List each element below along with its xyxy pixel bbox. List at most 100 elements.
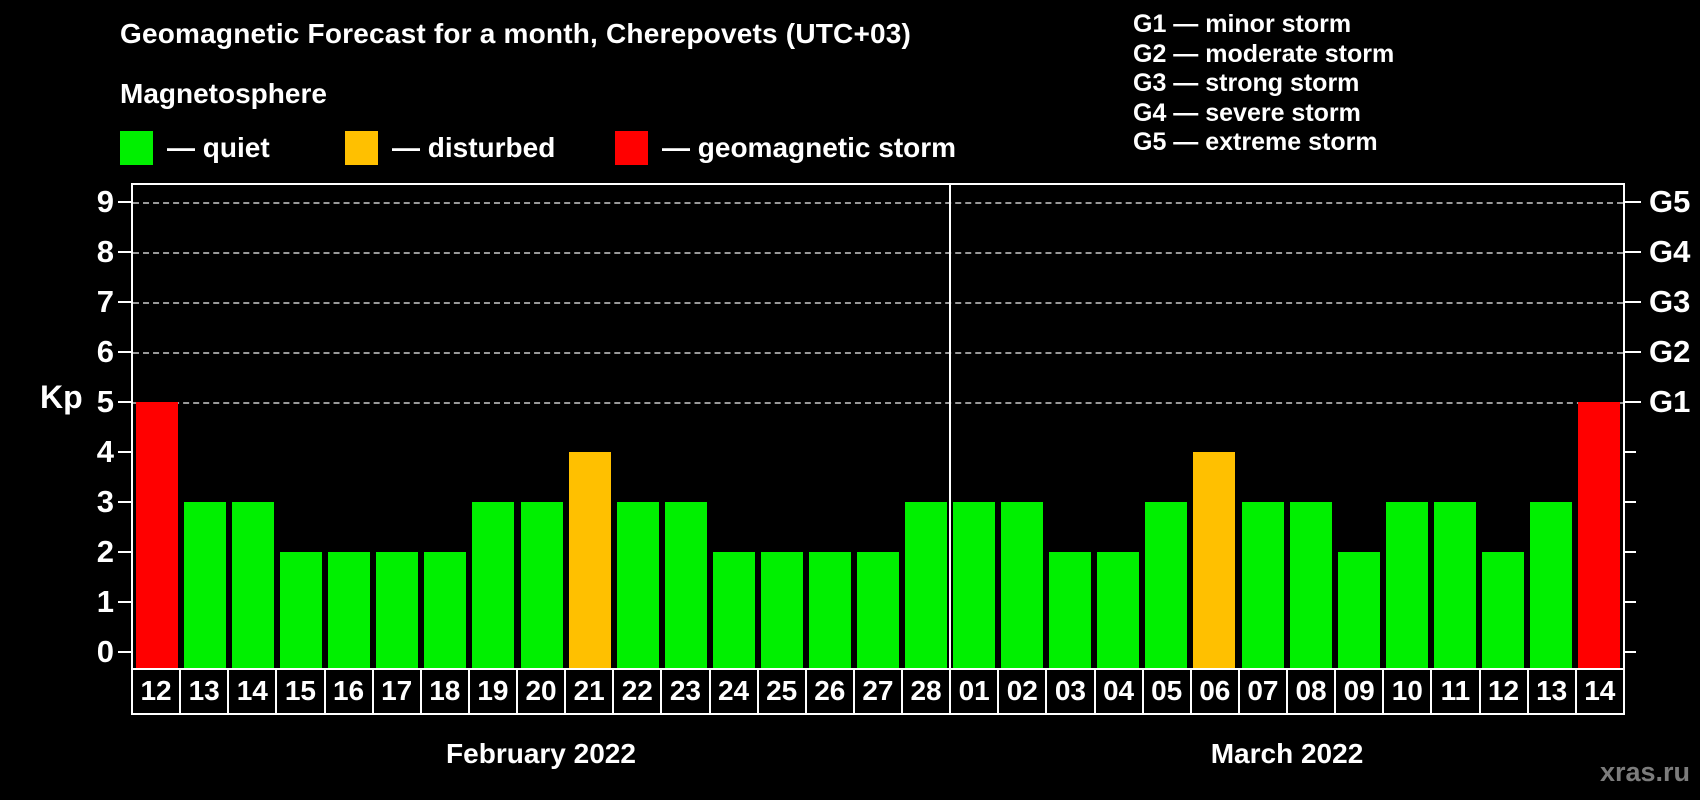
y-tick-0 [118, 651, 131, 653]
y-tick-label-6: 6 [96, 334, 114, 369]
kp-bar-19 [472, 502, 515, 668]
kp-bar-09 [1337, 552, 1380, 668]
chart-subtitle: Magnetosphere [120, 78, 327, 109]
kp-bar-22 [616, 502, 659, 668]
day-label-cell: 17 [371, 668, 422, 715]
day-label-cell: 07 [1237, 668, 1288, 715]
day-label-cell: 21 [564, 668, 615, 715]
kp-bar-01 [953, 502, 996, 668]
day-label-cell: 13 [1526, 668, 1577, 715]
day-label-cell: 12 [131, 668, 182, 715]
day-label-cell: 26 [804, 668, 855, 715]
legend-label-disturbed: — disturbed [392, 132, 556, 163]
y-tick-6 [118, 351, 131, 353]
day-label-cell: 02 [997, 668, 1048, 715]
y-tick-9 [118, 201, 131, 203]
g-axis-label-G3: G3 [1649, 284, 1691, 319]
day-label-cell: 14 [1574, 668, 1625, 715]
grid-line-kp8 [133, 252, 1623, 254]
kp-bar-13 [1529, 502, 1572, 668]
legend-item-disturbed: — disturbed [345, 130, 555, 166]
g2-legend-line: G2 — moderate storm [1133, 39, 1395, 68]
kp-bar-21 [568, 452, 611, 668]
g4-legend-line: G4 — severe storm [1133, 98, 1361, 127]
g-axis-label-G2: G2 [1649, 334, 1691, 369]
g-tick-G5 [1625, 201, 1641, 203]
g3-legend-line: G3 — strong storm [1133, 69, 1360, 97]
right-tick-1 [1625, 601, 1636, 603]
kp-bar-06 [1193, 452, 1236, 668]
kp-bar-14 [1577, 402, 1620, 668]
y-tick-4 [118, 451, 131, 453]
day-label-cell: 27 [852, 668, 903, 715]
day-label-cell: 13 [179, 668, 230, 715]
right-tick-0 [1625, 651, 1636, 653]
kp-bar-07 [1241, 502, 1284, 668]
day-label-cell: 10 [1382, 668, 1433, 715]
y-tick-label-1: 1 [96, 584, 114, 619]
grid-line-kp9 [133, 202, 1623, 204]
y-tick-label-5: 5 [96, 384, 114, 419]
kp-bar-27 [857, 552, 899, 668]
day-label-cell: 23 [660, 668, 711, 715]
day-label-cell: 25 [756, 668, 807, 715]
kp-bar-02 [1001, 502, 1044, 668]
kp-bar-12 [136, 402, 179, 668]
kp-bar-26 [808, 552, 851, 668]
day-label-cell: 19 [467, 668, 518, 715]
day-label-cell: 11 [1430, 668, 1481, 715]
day-label-cell: 06 [1189, 668, 1240, 715]
g-tick-G1 [1625, 401, 1641, 403]
right-tick-4 [1625, 451, 1636, 453]
g1-legend-line: G1 — minor storm [1133, 10, 1352, 38]
day-label-cell: 04 [1093, 668, 1144, 715]
kp-bar-11 [1433, 502, 1476, 668]
day-label-cell: 12 [1478, 668, 1529, 715]
y-tick-8 [118, 251, 131, 253]
y-tick-label-7: 7 [96, 284, 114, 319]
y-tick-label-9: 9 [96, 184, 114, 219]
right-tick-3 [1625, 501, 1636, 503]
g-tick-G2 [1625, 351, 1641, 353]
kp-bar-15 [280, 552, 323, 668]
g-axis-label-G5: G5 [1649, 184, 1691, 219]
month-label-february: February 2022 [446, 738, 636, 769]
y-tick-5 [118, 401, 131, 403]
kp-bar-14 [232, 502, 275, 668]
day-label-cell: 08 [1286, 668, 1337, 715]
right-tick-2 [1625, 551, 1636, 553]
month-label-march: March 2022 [1210, 738, 1364, 769]
grid-line-kp6 [133, 352, 1623, 354]
legend-item-quiet: — quiet [120, 130, 270, 166]
kp-bar-17 [376, 552, 419, 668]
disturbed-color-swatch [345, 131, 378, 165]
day-label-cell: 16 [323, 668, 374, 715]
day-label-cell: 24 [708, 668, 759, 715]
kp-bar-12 [1481, 552, 1524, 668]
y-tick-label-4: 4 [96, 434, 114, 469]
day-label-cell: 18 [419, 668, 470, 715]
plot-area [131, 183, 1625, 668]
day-label-row: 12 13 14 15 16 17 18 19 20 21 22 23 24 25 26 27 28 01 02 03… [131, 668, 1625, 715]
y-tick-label-0: 0 [96, 634, 114, 669]
y-tick-7 [118, 301, 131, 303]
y-tick-1 [118, 601, 131, 603]
watermark: xras.ru [1599, 757, 1690, 787]
legend-label-quiet: — quiet [167, 132, 270, 163]
kp-bar-18 [424, 552, 467, 668]
y-tick-label-3: 3 [96, 484, 114, 519]
day-label-cell: 05 [1141, 668, 1192, 715]
kp-bar-10 [1385, 502, 1428, 668]
kp-bar-24 [712, 552, 755, 668]
g-axis-label-G1: G1 [1649, 384, 1691, 419]
legend-item-storm: — geomagnetic storm [615, 130, 956, 166]
y-axis-title: Kp [40, 379, 83, 415]
day-label-cell: 22 [612, 668, 663, 715]
day-label-cell: 01 [949, 668, 1000, 715]
day-label-cell: 03 [1045, 668, 1096, 715]
legend-label-storm: — geomagnetic storm [662, 132, 957, 163]
y-tick-label-8: 8 [96, 234, 114, 269]
kp-bar-16 [328, 552, 371, 668]
g-tick-G3 [1625, 301, 1641, 303]
kp-bar-23 [664, 502, 707, 668]
